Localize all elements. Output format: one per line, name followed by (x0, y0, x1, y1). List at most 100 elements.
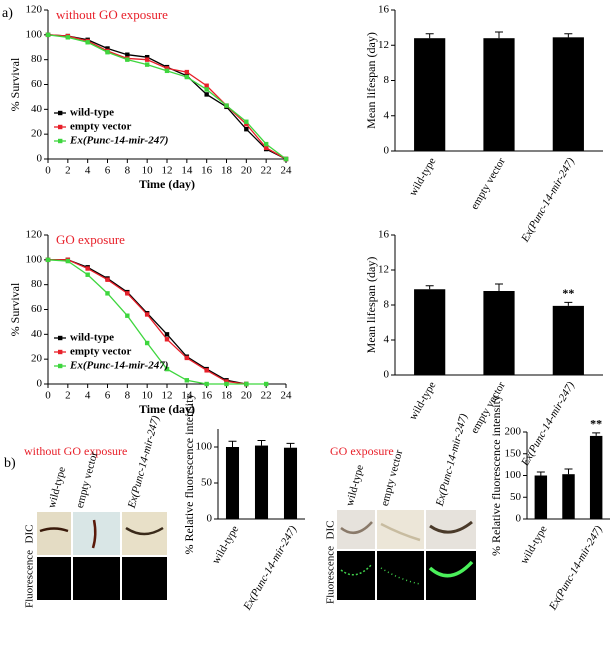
point (204, 87, 209, 92)
point (184, 378, 190, 383)
error-bar (564, 301, 573, 306)
point (283, 156, 289, 162)
worm (340, 521, 373, 535)
y-tick-label: 200 (505, 426, 522, 438)
image (37, 512, 71, 555)
point (144, 54, 150, 60)
point (164, 68, 170, 74)
y-tick-label: 16 (378, 4, 390, 16)
row-label: Fluorescence (24, 550, 36, 608)
x-tick-label: wild-type (210, 524, 242, 567)
y-tick-label: 0 (37, 378, 43, 390)
legend-label: wild-type (70, 332, 114, 344)
column-label: wild-type (344, 463, 367, 507)
legend-marker (58, 335, 63, 341)
point (85, 272, 90, 277)
error-bar (564, 468, 573, 475)
image (377, 510, 424, 549)
y-tick-label: 0 (207, 513, 213, 525)
point (45, 32, 51, 38)
y-tick-label: 4 (384, 109, 390, 121)
bar (225, 447, 240, 519)
error-bar (495, 283, 503, 291)
panel-label: b) (4, 456, 16, 471)
row-label: DIC (24, 525, 36, 544)
error-bar (564, 33, 573, 38)
fluorescence (428, 560, 474, 578)
point (144, 62, 150, 67)
y-tick-label: 100 (196, 441, 213, 453)
y-tick-label: 8 (384, 74, 390, 86)
point (244, 381, 249, 387)
point (85, 40, 90, 45)
x-tick-label: Ex(Punc-14-mir-247) (241, 523, 300, 612)
bar (254, 445, 269, 519)
bar (562, 474, 575, 519)
x-tick-label: 22 (261, 390, 272, 402)
row-label: Fluorescence (325, 546, 337, 604)
point (244, 127, 249, 132)
y-tick-label: 100 (505, 469, 522, 481)
worm (380, 522, 421, 542)
column-label: Ex(Punc-14-mir-247) (125, 414, 162, 510)
y-tick-label: 12 (378, 264, 389, 276)
point (224, 381, 229, 387)
y-tick-label: 20 (31, 353, 43, 365)
annotation: ** (562, 286, 574, 300)
point (144, 312, 150, 317)
panel-title: without GO exposure (24, 444, 127, 458)
y-tick-label: 0 (384, 145, 390, 157)
image-grid (37, 512, 167, 600)
x-tick-label: 22 (261, 165, 272, 177)
worm (429, 520, 473, 534)
bar (589, 435, 603, 519)
point (125, 291, 130, 296)
x-tick-label: empty vector (469, 155, 508, 211)
point (204, 92, 209, 97)
point (125, 313, 130, 318)
y-axis-label: % Survival (8, 57, 22, 111)
x-tick-label: 6 (105, 390, 111, 402)
point (263, 141, 269, 147)
worm (39, 527, 69, 533)
x-tick-label: wild-type (407, 156, 439, 199)
point (184, 69, 190, 75)
x-tick-label: 10 (142, 390, 154, 402)
x-tick-label: wild-type (518, 524, 550, 567)
point (45, 257, 51, 263)
error-bar (286, 442, 295, 448)
point (263, 145, 269, 151)
bar (534, 475, 548, 519)
panel-label: a) (2, 6, 13, 21)
point (204, 83, 209, 88)
y-tick-label: 120 (26, 4, 43, 16)
bar (552, 37, 584, 151)
point (204, 381, 209, 387)
fluorescence (340, 563, 373, 576)
x-tick-label: 18 (221, 165, 233, 177)
x-tick-label: 16 (201, 390, 213, 402)
x-tick-label: 2 (65, 165, 71, 177)
legend-marker (58, 110, 63, 116)
point (144, 57, 150, 62)
error-bar (536, 471, 545, 476)
column-label: Ex(Punc-14-mir-247) (433, 412, 470, 508)
legend-label: Ex(Punc-14-mir-247) (69, 360, 168, 372)
image (37, 557, 71, 600)
x-tick-label: 8 (125, 165, 131, 177)
y-tick-label: 100 (26, 253, 43, 265)
x-tick-label: 0 (45, 390, 51, 402)
x-tick-label: 20 (241, 390, 253, 402)
point (144, 340, 150, 346)
point (224, 379, 229, 384)
worm (125, 526, 164, 536)
image (73, 557, 120, 600)
y-tick-label: 150 (505, 447, 522, 459)
error-bar (257, 440, 266, 446)
x-axis-label: Time (day) (139, 177, 195, 191)
row-label: DIC (325, 521, 337, 540)
y-tick-label: 20 (31, 128, 43, 140)
y-tick-label: 60 (31, 78, 43, 90)
chart-title: without GO exposure (56, 7, 168, 22)
